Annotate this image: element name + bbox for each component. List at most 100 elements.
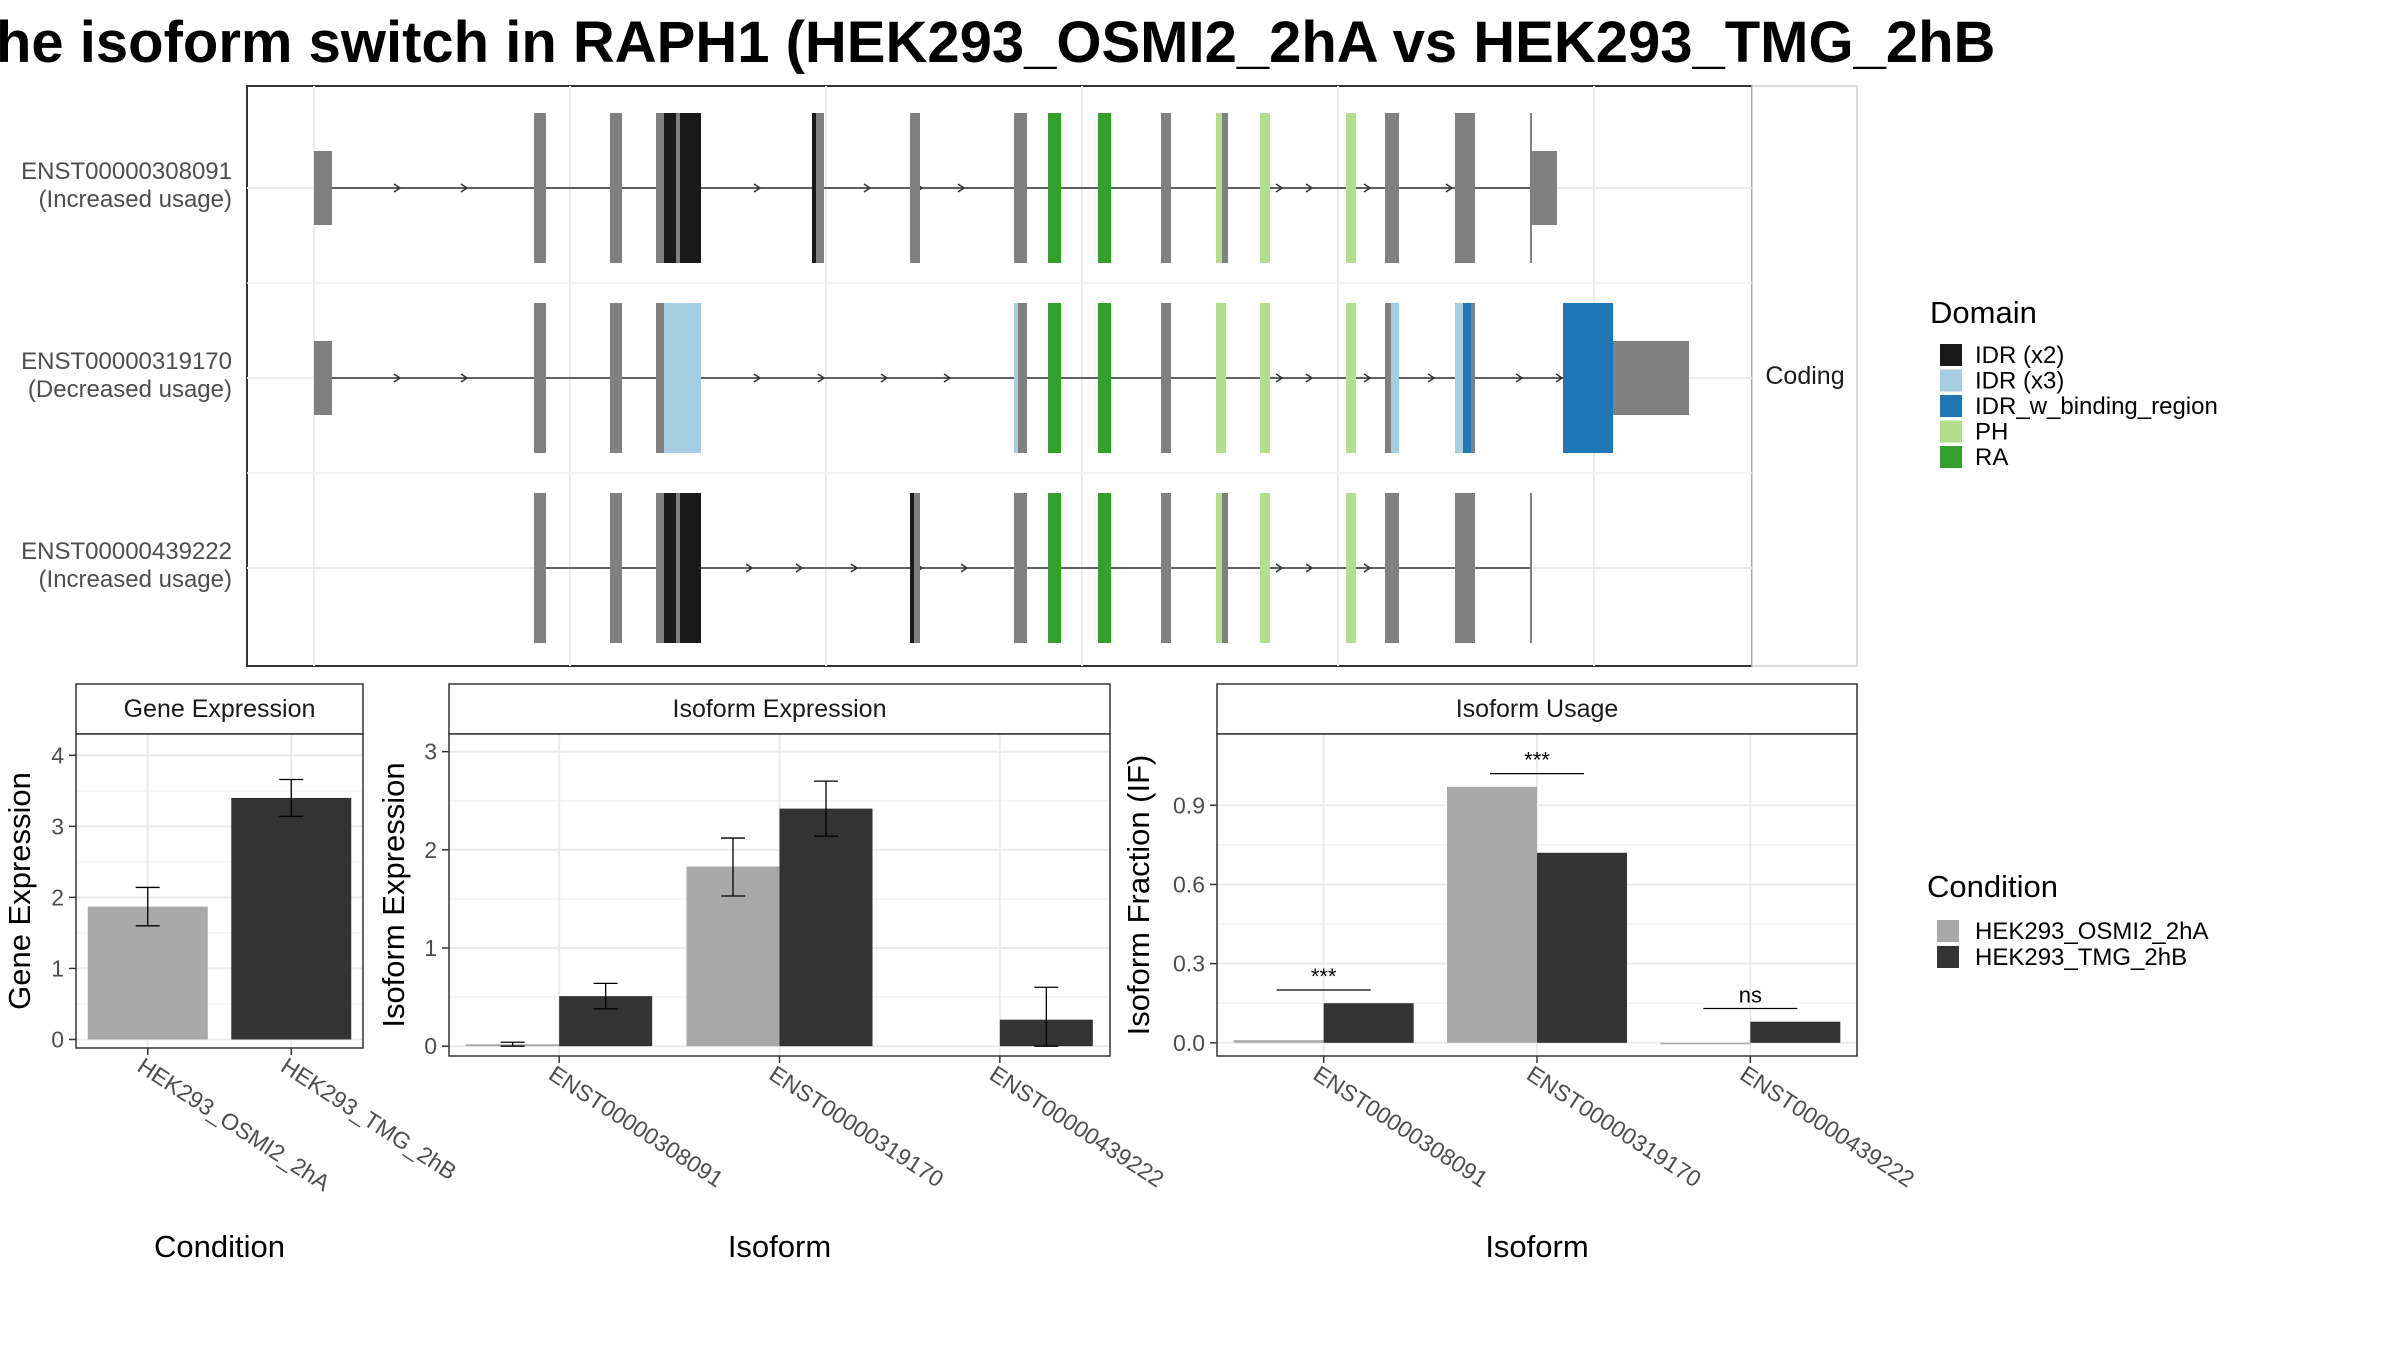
y-tick-label: 2: [424, 837, 437, 863]
exon-segment: [664, 113, 676, 263]
transcript-usage: (Increased usage): [39, 566, 232, 593]
exon-segment: [680, 113, 701, 263]
y-axis-title: Gene Expression: [2, 772, 37, 1010]
intron-arrow: [1515, 373, 1524, 383]
y-tick-label: 0.6: [1173, 871, 1205, 897]
transcript-track: [314, 303, 1689, 453]
y-tick-label: 0: [424, 1033, 437, 1059]
domain-legend-item: RA: [1940, 444, 2008, 471]
domain-legend-label: RA: [1975, 444, 2008, 471]
intron-arrow: [460, 373, 469, 383]
domain-legend-item: IDR (x2): [1940, 342, 2064, 369]
exon-segment: [1463, 303, 1471, 453]
condition-legend-label: HEK293_TMG_2hB: [1975, 944, 2187, 971]
domain-legend-swatch: [1940, 369, 1962, 392]
exon-segment: [914, 493, 920, 643]
transcript-tracks: [314, 113, 1689, 643]
x-tick-label: ENST00000308091: [544, 1060, 728, 1192]
transcript-track: [314, 113, 1557, 263]
intron-arrow: [1363, 563, 1372, 573]
y-tick-label: 0.3: [1173, 951, 1205, 977]
y-tick-label: 0: [51, 1026, 64, 1052]
intron-arrow: [1305, 563, 1314, 573]
exon-segment: [1014, 303, 1018, 453]
domain-legend: Domain IDR (x2)IDR (x3)IDR_w_binding_reg…: [1930, 295, 2218, 471]
facet-label: Coding: [1765, 362, 1844, 390]
intron-arrow: [393, 373, 402, 383]
transcript-id: ENST00000439222: [21, 538, 232, 565]
bar: [779, 808, 873, 1047]
intron-arrow: [943, 373, 952, 383]
condition-legend-swatch: [1937, 920, 1959, 942]
exon-segment: [1455, 113, 1475, 263]
exon-segment: [656, 493, 664, 643]
exon-segment: [1216, 113, 1222, 263]
intron-arrow: [1275, 563, 1284, 573]
intron-arrow: [817, 373, 826, 383]
exon-segment: [534, 303, 546, 453]
exon-segment: [1260, 113, 1270, 263]
exon-segment: [1455, 303, 1463, 453]
intron-arrow: [1445, 183, 1454, 193]
exon-segment: [610, 303, 622, 453]
exon-segment: [534, 493, 546, 643]
transcript-usage: (Decreased usage): [28, 376, 232, 403]
panel-strip: [448, 683, 1111, 735]
domain-legend-item: IDR (x3): [1940, 368, 2064, 395]
intron-arrow: [957, 183, 966, 193]
exon-segment: [610, 113, 622, 263]
bar: [1233, 1040, 1324, 1043]
bar: [1447, 786, 1537, 1043]
panel-title: Gene Expression: [124, 695, 316, 723]
panel-strip: [75, 683, 364, 735]
exon-segment: [1222, 113, 1228, 263]
exon-segment: [1048, 493, 1061, 643]
domain-legend-swatch: [1940, 395, 1962, 417]
exon-segment: [1385, 493, 1399, 643]
significance-label: ns: [1739, 982, 1762, 1007]
bar: [1750, 1021, 1841, 1043]
intron-arrow: [1363, 183, 1372, 193]
domain-legend-label: IDR (x2): [1975, 342, 2064, 369]
x-tick-label: ENST00000439222: [985, 1060, 1169, 1192]
y-tick-label: 4: [51, 742, 64, 768]
y-tick-label: 0.9: [1173, 792, 1205, 818]
domain-legend-swatch: [1940, 344, 1962, 366]
intron-arrow: [1555, 373, 1564, 383]
domain-legend-label: IDR (x3): [1975, 368, 2064, 395]
exon-segment: [664, 493, 676, 643]
panel-title: Isoform Expression: [673, 695, 887, 723]
exon-segment: [1385, 113, 1399, 263]
bar: [1660, 1042, 1751, 1045]
intron-arrow: [393, 183, 402, 193]
intron-arrow: [753, 373, 762, 383]
intron-arrow: [1275, 373, 1284, 383]
exon-segment: [1222, 493, 1228, 643]
exon-segment: [680, 493, 701, 643]
figure-title: he isoform switch in RAPH1 (HEK293_OSMI2…: [0, 10, 1995, 75]
panel-title: Isoform Usage: [1456, 695, 1619, 723]
y-tick-label: 3: [51, 813, 64, 839]
x-axis-title: Isoform: [1485, 1229, 1588, 1264]
intron-arrow: [460, 183, 469, 193]
transcript-label: ENST00000308091(Increased usage): [21, 158, 232, 213]
intron-arrow: [745, 563, 754, 573]
exon-segment: [1260, 303, 1270, 453]
exon-segment: [676, 493, 680, 643]
exon-segment: [1014, 113, 1027, 263]
intron-arrow: [1305, 183, 1314, 193]
transcript-id: ENST00000319170: [21, 348, 232, 375]
transcript-label: ENST00000319170(Decreased usage): [21, 348, 232, 403]
exon-segment: [656, 113, 664, 263]
condition-legend-title: Condition: [1927, 869, 2058, 904]
exon-segment: [1098, 113, 1111, 263]
exon-segment: [656, 303, 664, 453]
exon-segment: [1391, 303, 1399, 453]
exon-segment: [1531, 151, 1557, 225]
exon-segment: [1216, 493, 1222, 643]
exon-segment: [1098, 303, 1111, 453]
intron-arrow: [1275, 183, 1284, 193]
exon-segment: [1161, 113, 1171, 263]
condition-legend-item: HEK293_TMG_2hB: [1937, 944, 2187, 971]
transcript-labels: ENST00000308091(Increased usage) ENST0000…: [21, 158, 232, 593]
